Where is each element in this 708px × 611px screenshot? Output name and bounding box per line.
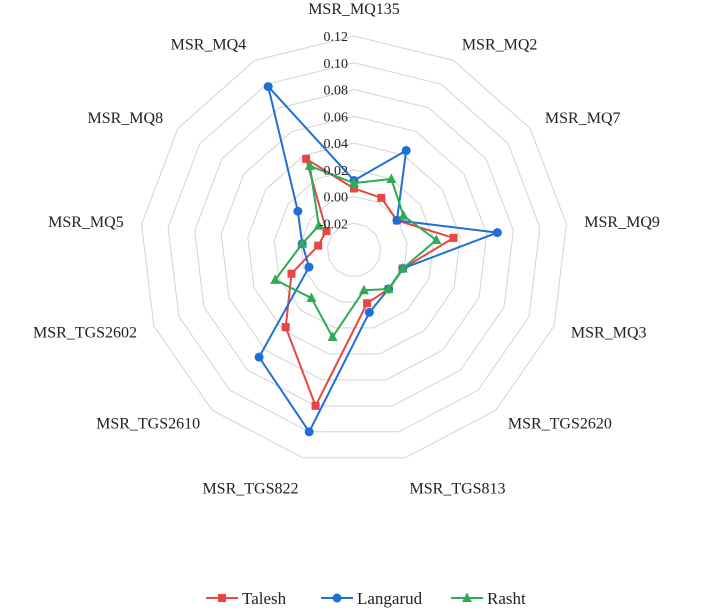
data-point xyxy=(392,215,402,225)
tick-label: 0.10 xyxy=(324,57,349,72)
axis-label: MSR_TGS2610 xyxy=(96,416,200,433)
axis-label: MSR_MQ7 xyxy=(545,110,621,127)
data-point xyxy=(364,307,374,317)
series-rasht xyxy=(270,160,442,342)
data-point xyxy=(377,193,386,202)
data-point xyxy=(297,238,308,248)
grid-ring xyxy=(194,88,514,407)
axis-labels: MSR_MQ135 MSR_MQ2 MSR_MQ7 MSR_MQ9 MSR_MQ3 MSR… xyxy=(33,1,660,497)
legend-item-langarud: Langarud xyxy=(321,589,423,608)
legend-item-rasht: Rasht xyxy=(451,589,526,608)
data-point xyxy=(218,594,226,602)
axis-label: MSR_MQ4 xyxy=(171,37,247,54)
axis-label: MSR_MQ5 xyxy=(48,214,124,231)
series-talesh xyxy=(281,154,458,410)
grid-ring xyxy=(326,222,382,277)
axis-label: MSR_MQ135 xyxy=(308,1,400,18)
axis-label: MSR_MQ3 xyxy=(571,324,647,341)
data-point xyxy=(287,269,296,278)
axis-label: MSR_TGS2602 xyxy=(33,324,137,341)
data-point xyxy=(281,323,290,332)
axis-label: MSR_MQ2 xyxy=(462,37,538,54)
data-point xyxy=(401,146,411,156)
data-point xyxy=(306,292,317,303)
data-point xyxy=(363,299,372,308)
data-point xyxy=(302,154,311,163)
data-point xyxy=(304,160,315,170)
legend: Talesh Langarud Rasht xyxy=(206,589,526,608)
data-point xyxy=(304,262,314,272)
data-point xyxy=(398,210,409,220)
tick-label: 0.12 xyxy=(324,30,349,45)
data-point xyxy=(462,592,472,602)
series-line xyxy=(284,157,455,407)
series-layer xyxy=(254,82,502,437)
tick-label: 0.02 xyxy=(324,164,349,179)
tick-label: 0.00 xyxy=(324,191,349,206)
data-point xyxy=(322,227,331,236)
grid-ring xyxy=(247,142,461,355)
axis-label: MSR_MQ9 xyxy=(584,214,660,231)
data-point xyxy=(350,184,358,193)
data-point xyxy=(293,206,303,216)
data-point xyxy=(386,173,397,183)
data-point xyxy=(314,241,323,250)
axis-label: MSR_TGS822 xyxy=(202,480,298,497)
data-point xyxy=(449,233,458,242)
grid xyxy=(141,35,567,459)
axis-label: MSR_TGS813 xyxy=(410,480,506,497)
data-point xyxy=(383,283,394,294)
data-point xyxy=(313,220,324,230)
data-point xyxy=(263,82,273,92)
axis-label: MSR_TGS2620 xyxy=(508,416,612,433)
axis-label: MSR_MQ8 xyxy=(87,110,163,127)
tick-label: 0.06 xyxy=(324,110,349,125)
legend-label: Talesh xyxy=(242,589,287,608)
tick-label: 0.04 xyxy=(324,137,349,152)
grid-ring xyxy=(141,35,567,459)
grid-ring xyxy=(167,62,541,433)
data-point xyxy=(270,274,281,284)
tick-label: 0.08 xyxy=(324,84,349,99)
tick-labels: -0.02 0.00 0.02 0.04 0.06 0.08 0.10 0.12 xyxy=(319,30,348,232)
data-point xyxy=(311,401,320,410)
data-point xyxy=(304,427,314,437)
legend-label: Langarud xyxy=(357,589,423,608)
data-point xyxy=(332,593,342,603)
data-point xyxy=(327,331,338,342)
tick-label: -0.02 xyxy=(319,217,348,232)
data-point xyxy=(358,284,369,295)
data-point xyxy=(254,352,264,362)
legend-item-talesh: Talesh xyxy=(206,589,287,608)
data-point xyxy=(349,177,359,188)
data-point xyxy=(397,262,408,273)
data-point xyxy=(492,228,502,238)
data-point xyxy=(431,234,442,245)
legend-label: Rasht xyxy=(487,589,526,608)
grid-ring xyxy=(220,115,488,381)
